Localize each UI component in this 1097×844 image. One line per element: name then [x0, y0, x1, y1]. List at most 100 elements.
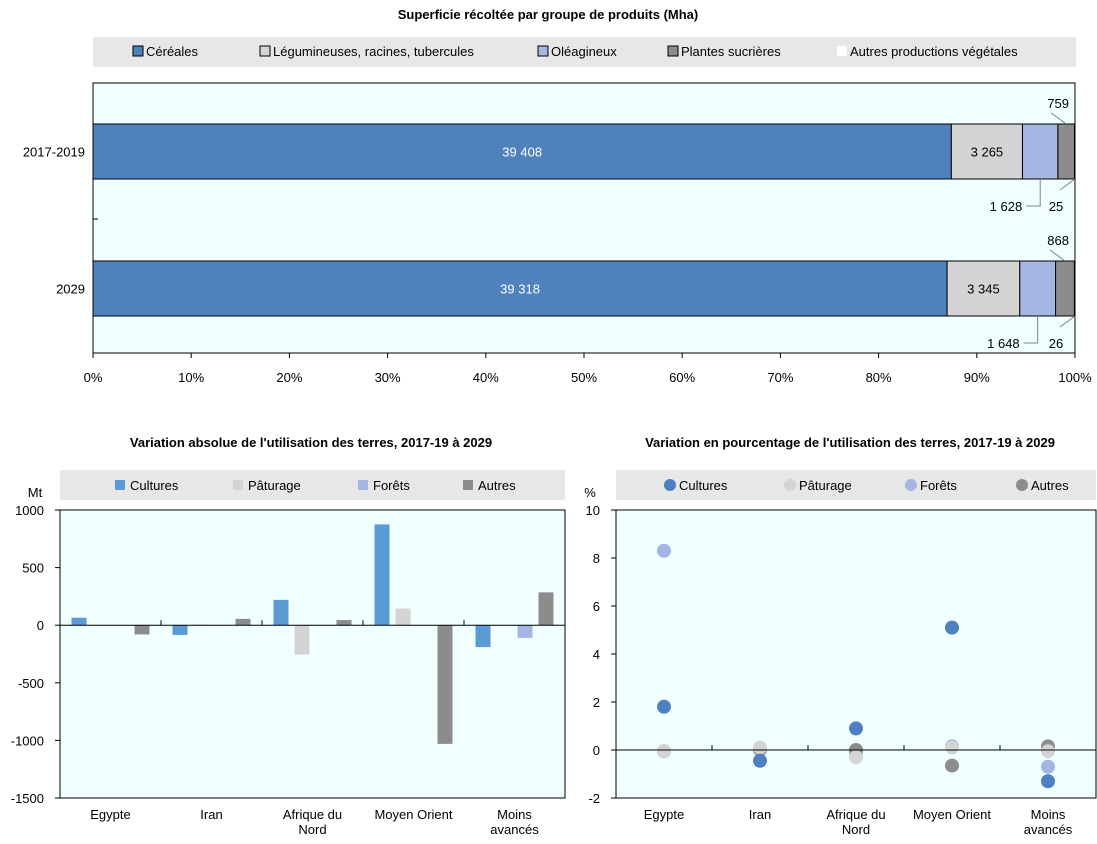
- legend-swatch-forets: [905, 479, 917, 491]
- y-tick-label: 2029: [56, 282, 85, 297]
- y-tick-label: 2: [593, 695, 600, 710]
- x-tick-label: 40%: [473, 370, 499, 385]
- bar-autres-afrique-du-nord: [336, 620, 352, 626]
- bar-segment-oleagineux-1: [1019, 260, 1057, 317]
- x-tick-label: 100%: [1058, 370, 1092, 385]
- legend-label-autres: Autres: [1031, 478, 1069, 493]
- point-cultures-egypte: [657, 699, 671, 714]
- harvested-area-chart: Superficie récoltée par groupe de produi…: [23, 7, 1092, 385]
- x-tick-label: 70%: [767, 370, 793, 385]
- legend-swatch-autres-productions-vegetales: [837, 46, 847, 56]
- point-forets-egypte: [657, 543, 671, 558]
- data-label-autres-productions-vegetales: 25: [1049, 199, 1063, 214]
- legend: Cultures Pâturage Forêts Autres: [115, 478, 516, 493]
- legend-label-autres: Autres: [478, 478, 516, 493]
- x-tick-label: Iran: [200, 807, 222, 822]
- bar-segment-autres-productions-vegetales-0: [1073, 123, 1076, 180]
- x-tick-label: 50%: [571, 370, 597, 385]
- bar-cultures-egypte: [71, 617, 87, 626]
- leader-line-plantes-sucrieres: [1050, 112, 1067, 125]
- point-paturage-iran: [753, 740, 767, 755]
- x-tick-label: 30%: [375, 370, 401, 385]
- legend-label-forets: Forêts: [373, 478, 410, 493]
- legend-label-cultures: Cultures: [130, 478, 179, 493]
- point-paturage-egypte: [657, 744, 671, 759]
- y-tick-label: 4: [593, 647, 600, 662]
- leader-line-autres-productions-vegetales: [1059, 315, 1076, 328]
- point-forets-moins-avances: [1041, 759, 1055, 774]
- y-axis-unit: Mt: [28, 485, 43, 500]
- y-tick-label: -1500: [11, 791, 44, 806]
- axes: 1000 500 0 -500 -1000 -1500 Egypte Iran Afrique …: [11, 503, 565, 837]
- point-paturage-afrique-du-nord: [849, 750, 863, 765]
- leader-line-autres-productions-vegetales: [1059, 178, 1076, 191]
- x-tick-label: Moins: [497, 807, 532, 822]
- y-tick-label: 500: [22, 561, 44, 576]
- data-label-legumineuses-racines-tubercules: 3 265: [971, 145, 1004, 160]
- x-tick-label: 0%: [84, 370, 103, 385]
- y-tick-label: -500: [18, 676, 44, 691]
- absolute-change-chart: Variation absolue de l'utilisation des t…: [11, 435, 566, 837]
- legend-label-forets: Forêts: [920, 478, 957, 493]
- data-label-oleagineux: 1 648: [987, 336, 1020, 351]
- bar-autres-moins-avances: [538, 592, 554, 626]
- legend-label-paturage: Pâturage: [248, 478, 301, 493]
- data-label-plantes-sucrieres: 759: [1047, 96, 1069, 111]
- y-tick-label: 6: [593, 599, 600, 614]
- x-tick-label: 80%: [866, 370, 892, 385]
- x-tick-label: 60%: [669, 370, 695, 385]
- point-autres-moyen-orient: [945, 758, 959, 773]
- x-tick-label: Moins: [1031, 807, 1066, 822]
- x-tick-label: 90%: [964, 370, 990, 385]
- plot-area: [59, 509, 566, 799]
- x-tick-label: 10%: [178, 370, 204, 385]
- y-tick-label: 0: [593, 743, 600, 758]
- x-tick-label: Egypte: [644, 807, 684, 822]
- leader-line-oleagineux: [1023, 316, 1039, 344]
- legend-label-oleagineux: Oléagineux: [551, 44, 617, 59]
- bars-layer: 39 408 3 265 1 628 759 25 2017-2019 39 318 3 34…: [23, 96, 1076, 351]
- x-tick-label: Afrique du: [283, 807, 342, 822]
- x-axis: 0% 10% 20% 30% 40% 50% 60% 70% 80% 90% 100%: [84, 218, 1092, 385]
- point-paturage-moyen-orient: [945, 740, 959, 755]
- legend-swatch-plantes-sucrieres: [667, 45, 679, 57]
- data-label-plantes-sucrieres: 868: [1047, 233, 1069, 248]
- bar-autres-iran: [235, 618, 251, 626]
- legend-label-legumineuses-racines-tubercules: Légumineuses, racines, tubercules: [273, 44, 474, 59]
- legend-swatch-cereales: [132, 45, 144, 57]
- x-tick-label: 20%: [276, 370, 302, 385]
- bar-cultures-moins-avances: [475, 625, 491, 648]
- point-cultures-moyen-orient: [945, 620, 959, 635]
- legend-swatch-oleagineux: [537, 45, 549, 57]
- x-tick-label: Iran: [749, 807, 771, 822]
- legend-label-autres-productions-vegetales: Autres productions végétales: [850, 44, 1018, 59]
- data-label-oleagineux: 1 628: [990, 199, 1023, 214]
- legend-label-plantes-sucrieres: Plantes sucrières: [681, 44, 781, 59]
- y-tick-label: -2: [588, 791, 600, 806]
- point-cultures-afrique-du-nord: [849, 721, 863, 736]
- y-tick-label: -1000: [11, 733, 44, 748]
- data-label-autres-productions-vegetales: 26: [1049, 336, 1063, 351]
- legend-swatch-forets: [358, 480, 368, 490]
- point-cultures-iran: [753, 753, 767, 768]
- legend-box: [60, 470, 565, 500]
- legend-swatch-cultures: [115, 480, 125, 490]
- bar-segment-oleagineux-0: [1021, 123, 1059, 180]
- bar-paturage-afrique-du-nord: [294, 625, 310, 655]
- bar-cultures-moyen-orient: [374, 524, 390, 626]
- legend-swatch-cultures: [664, 479, 676, 491]
- legend: Céréales Légumineuses, racines, tubercule…: [132, 44, 1018, 59]
- bar-segment-autres-productions-vegetales-1: [1073, 260, 1076, 317]
- bar-forets-moins-avances: [517, 625, 533, 638]
- percent-change-chart: Variation en pourcentage de l'utilisatio…: [584, 435, 1097, 837]
- x-tick-label: Egypte: [90, 807, 130, 822]
- x-tick-label: avancés: [1024, 822, 1073, 837]
- y-axis-unit: %: [584, 485, 596, 500]
- point-cultures-moins-avances: [1041, 774, 1055, 789]
- legend-box: [93, 37, 1076, 67]
- legend-label-cereales: Céréales: [146, 44, 199, 59]
- leader-line-plantes-sucrieres: [1049, 249, 1066, 262]
- x-tick-label: Moyen Orient: [374, 807, 452, 822]
- bar-cultures-iran: [172, 625, 188, 635]
